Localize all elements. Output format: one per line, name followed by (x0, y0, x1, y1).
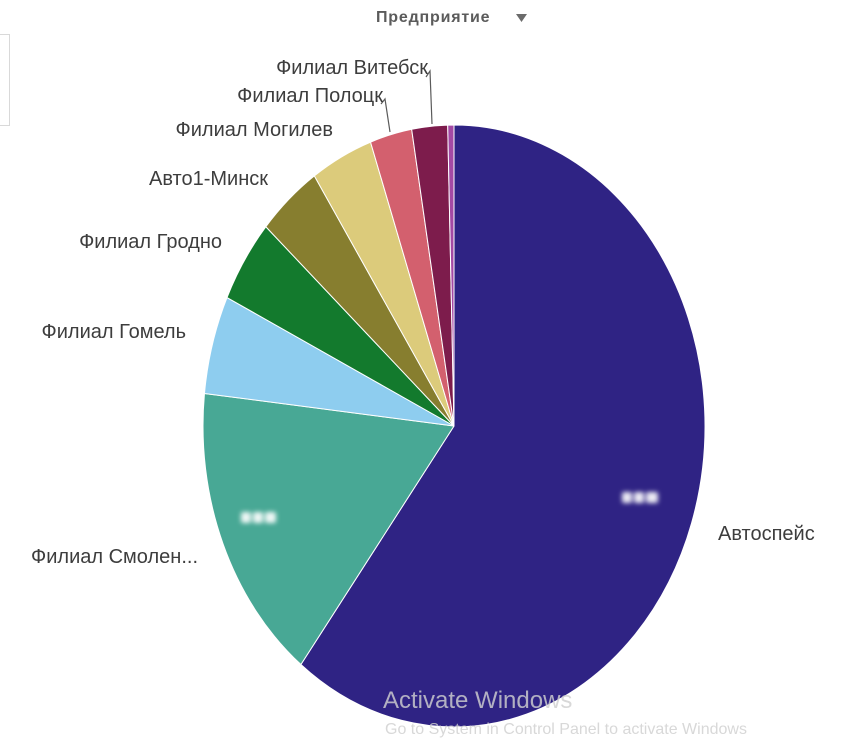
dimension-selector[interactable]: Предприятие (372, 4, 536, 32)
caret-down-icon[interactable] (516, 14, 527, 22)
blurred-glyph (241, 512, 251, 523)
leader-line-polotsk (380, 97, 391, 133)
slice-label-vitebsk: Филиал Витебск (276, 57, 428, 79)
blurred-glyph (253, 512, 263, 523)
dimension-label: Предприятие (376, 9, 491, 26)
blurred-glyph (634, 492, 644, 503)
blurred-value-label-smolensk (241, 512, 276, 523)
blurred-value-label-avtospeis (622, 492, 658, 503)
slice-label-avtospeis: Автоспейс (718, 523, 815, 545)
slice-label-mogilev: Филиал Могилев (176, 119, 333, 141)
watermark-subtitle: Go to System in Control Panel to activat… (385, 721, 747, 738)
panel-edge (0, 34, 10, 126)
pie-slice-unlabeled[interactable] (447, 124, 455, 427)
blurred-glyph (265, 512, 276, 523)
leader-line-vitebsk (425, 69, 433, 125)
pie-slice-avtospeis[interactable] (300, 124, 706, 728)
slice-label-avto1-minsk: Авто1-Минск (149, 168, 268, 190)
slice-label-gomel: Филиал Гомель (42, 321, 186, 343)
pie-slice-smolensk[interactable] (202, 392, 455, 666)
caret-down-shape (516, 14, 527, 22)
blurred-glyph (646, 492, 658, 503)
pie-slices (202, 124, 706, 728)
slice-label-smolensk: Филиал Смолен... (31, 546, 198, 568)
watermark-title: Activate Windows (383, 687, 572, 714)
slice-label-grodno: Филиал Гродно (79, 231, 222, 253)
slice-label-polotsk: Филиал Полоцк (237, 85, 383, 107)
blurred-glyph (622, 492, 632, 503)
